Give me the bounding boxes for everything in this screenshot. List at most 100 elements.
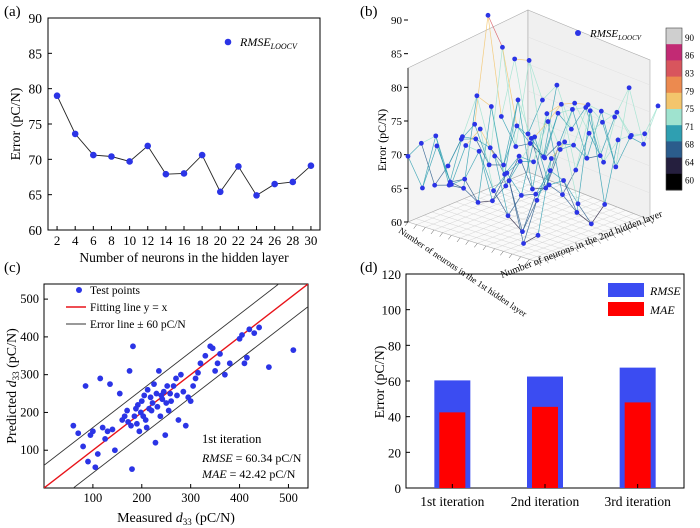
panel-b-mesh-line xyxy=(588,121,603,134)
panel-b-mesh-line xyxy=(407,156,423,189)
panel-b-mesh-line xyxy=(572,109,588,159)
panel-b-data-point xyxy=(405,153,411,159)
panel-b-grid-line xyxy=(485,200,602,247)
panel-b-floor-tick xyxy=(590,242,594,247)
panel-a-data-point xyxy=(144,142,152,150)
panel-b-mesh-line xyxy=(493,190,509,216)
panel-b-data-point xyxy=(445,163,451,169)
panel-b-ztick-label: 80 xyxy=(391,82,403,94)
panel-b-mesh-line xyxy=(527,99,543,135)
panel-b-grid-line xyxy=(519,175,643,223)
panel-b-mesh-line xyxy=(494,155,510,181)
panel-b-data-point xyxy=(512,56,518,62)
panel-b-grid-line xyxy=(459,191,577,239)
panel-b-mesh-line xyxy=(644,105,659,134)
panel-b-floor-tick xyxy=(567,250,572,255)
panel-c-data-point xyxy=(111,447,118,454)
panel-c-data-point xyxy=(131,413,138,420)
panel-d-ytick-label: 120 xyxy=(382,267,402,282)
panel-b-mesh-line xyxy=(549,180,564,186)
panel-b-colorbar-label: 71 xyxy=(685,122,694,132)
panel-c-data-point xyxy=(163,400,170,406)
panel-b-mesh-line xyxy=(548,184,563,195)
panel-b-data-point xyxy=(463,143,469,148)
panel-c-data-point xyxy=(212,367,219,374)
panel-b-mesh-line xyxy=(575,133,590,171)
panel-c-data-point xyxy=(154,403,161,410)
panel-c-data-point xyxy=(116,390,123,397)
panel-a-xtick-label: 12 xyxy=(141,233,154,248)
panel-a-ytick-label: 75 xyxy=(29,117,43,132)
panel-b-data-point xyxy=(602,202,608,207)
panel-b-data-point xyxy=(514,123,520,129)
panel-b-data-point xyxy=(535,232,541,238)
panel-b-floor-tick xyxy=(422,227,426,232)
panel-b-mesh-line xyxy=(575,110,591,171)
panel-b-ztick-label: 90 xyxy=(391,15,403,27)
panel-b-colorbar-cell xyxy=(666,109,682,126)
panel-b-colorbar-cell xyxy=(666,76,682,94)
panel-c-data-point xyxy=(192,375,199,382)
panel-b-wall-grid-line xyxy=(527,36,651,86)
panel-b-mesh-line xyxy=(532,113,548,190)
panel-b-floor-tick xyxy=(560,253,564,258)
panel-b-ztick-label: 75 xyxy=(391,116,403,128)
panel-b-mesh-line xyxy=(492,172,508,201)
panel-b-grid-line xyxy=(511,210,626,255)
panel-b-data-point xyxy=(584,155,590,161)
panel-a-line-chart: Number of neurons in the hidden layer Er… xyxy=(9,11,321,265)
panel-a-data-point xyxy=(162,170,170,178)
panel-c-data-point xyxy=(99,424,106,431)
panel-b-wall-grid-line xyxy=(527,144,651,194)
panel-b-mesh-line xyxy=(506,161,521,174)
panel-b-grid-line xyxy=(423,215,553,257)
panel-c-data-point xyxy=(138,398,145,405)
panel-b-data-point xyxy=(597,153,603,159)
panel-b-data-point xyxy=(561,178,566,183)
panel-b-mesh-line xyxy=(559,143,574,146)
panel-b-floor-tick xyxy=(517,256,521,261)
panel-b-data-point xyxy=(487,145,493,151)
panel-b-data-point xyxy=(601,159,606,165)
panel-b-colorbar-label: 68 xyxy=(685,140,695,150)
panel-b-data-point xyxy=(588,221,594,227)
panel-a-xtick-label: 26 xyxy=(268,233,282,248)
panel-d-ylabel: Error (pC/N) xyxy=(373,345,388,418)
panel-b-mesh-line xyxy=(560,104,577,171)
panel-c-data-point xyxy=(197,360,204,367)
panel-c-data-point xyxy=(187,398,194,405)
panel-b-data-point xyxy=(655,103,661,109)
panel-label-b: (b) xyxy=(360,4,378,20)
panel-b-floor-tick xyxy=(430,229,435,235)
panel-b-data-point xyxy=(542,155,548,161)
panel-b-data-point xyxy=(488,104,494,109)
panel-b-mesh-line xyxy=(604,139,619,205)
panel-b-mesh-line xyxy=(558,109,573,144)
panel-b-mesh-line xyxy=(522,200,538,232)
panel-c-xtick-label: 100 xyxy=(84,491,103,505)
panel-b-mesh-line xyxy=(576,212,592,225)
panel-a-data-point xyxy=(71,130,79,138)
panel-b-data-point xyxy=(531,159,536,165)
panel-c-data-point xyxy=(97,375,104,382)
panel-b-grid-line xyxy=(447,205,576,249)
panel-c-rmse: RMSE = 60.34 pC/N xyxy=(201,451,302,465)
panel-b-data-point xyxy=(587,108,593,114)
panel-b-ztick-label: 65 xyxy=(391,183,403,195)
panel-d-ytick-label: 0 xyxy=(395,481,402,496)
panel-a-data-point xyxy=(53,92,61,100)
panel-a-ylabel: Error (pC/N) xyxy=(9,87,24,160)
panel-a-data-point xyxy=(307,162,315,169)
panel-b-grid-line xyxy=(431,211,561,254)
panel-b-floor-tick xyxy=(526,259,530,264)
panel-c-data-point xyxy=(94,451,101,457)
panel-c-error-line-upper xyxy=(44,284,280,466)
panel-c-data-point xyxy=(162,432,169,439)
panel-b-grid-line xyxy=(520,213,634,257)
panel-b-data-point xyxy=(600,119,605,125)
panel-b-floor-tick xyxy=(619,231,624,236)
panel-b-colorbar-label: 75 xyxy=(685,104,695,114)
panel-b-floor-tick xyxy=(448,235,452,240)
panel-b-mesh-line xyxy=(589,110,606,205)
panel-c-data-point xyxy=(182,422,189,429)
